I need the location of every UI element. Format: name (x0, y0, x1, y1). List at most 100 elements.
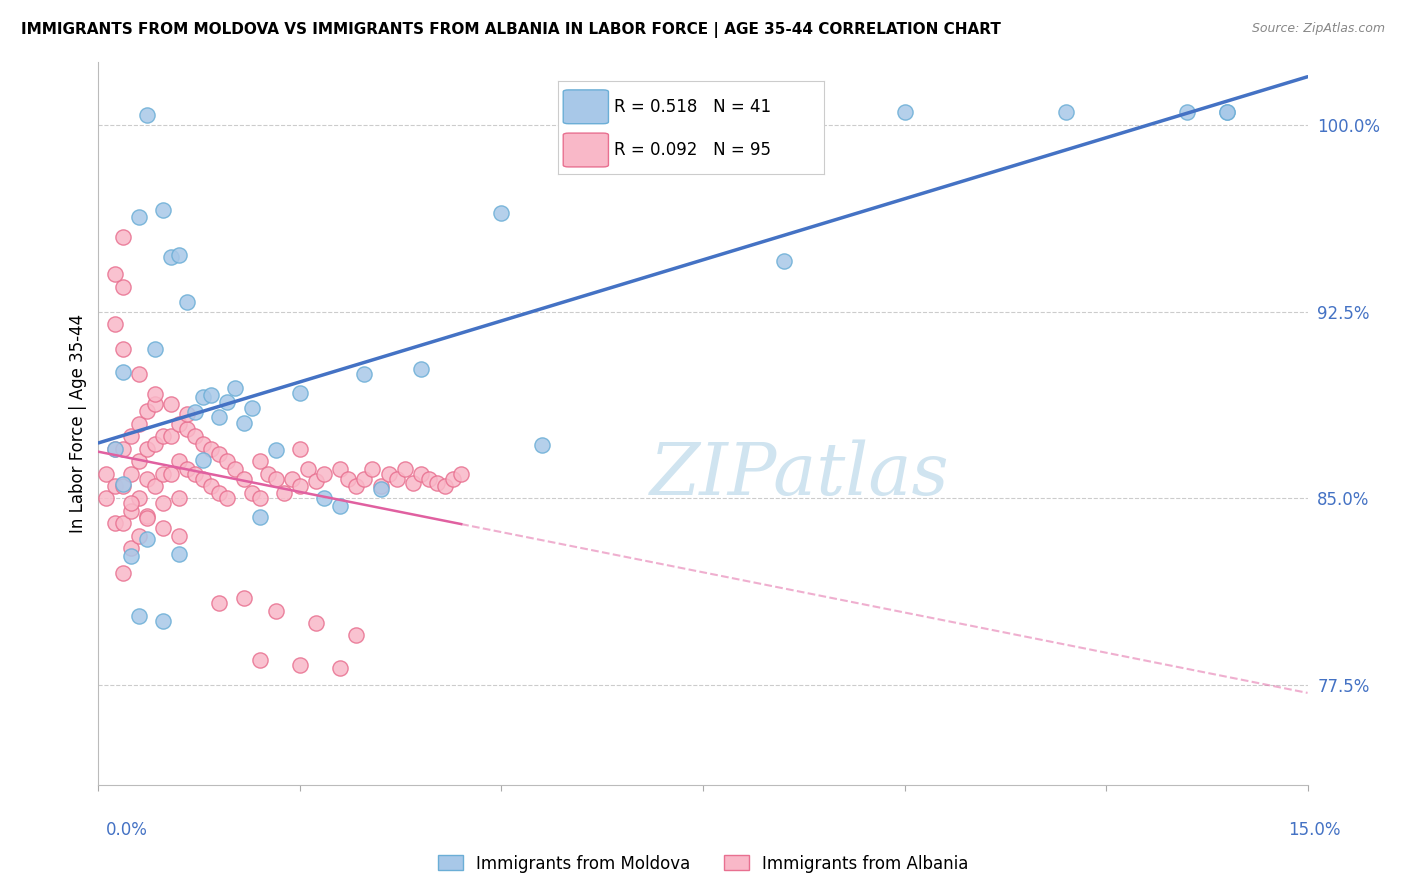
Point (1175, 105, 1198, 120)
Point (120, 541, 142, 556)
Point (167, 529, 190, 543)
Point (128, 367, 150, 381)
Text: 0.0%: 0.0% (105, 821, 148, 838)
Point (314, 467, 336, 481)
Point (111, 365, 134, 379)
Point (128, 491, 150, 506)
Point (120, 549, 142, 563)
Point (160, 467, 183, 481)
Point (111, 516, 134, 531)
Text: ZIPatlas: ZIPatlas (650, 439, 949, 509)
Point (120, 467, 142, 481)
Point (217, 491, 239, 506)
Point (772, 253, 794, 268)
Point (450, 467, 472, 481)
Point (160, 397, 183, 411)
Point (111, 230, 134, 244)
Point (135, 508, 157, 523)
Point (402, 476, 425, 491)
Point (143, 436, 166, 450)
Text: Source: ZipAtlas.com: Source: ZipAtlas.com (1251, 22, 1385, 36)
Point (143, 397, 166, 411)
Text: IMMIGRANTS FROM MOLDOVA VS IMMIGRANTS FROM ALBANIA IN LABOR FORCE | AGE 35-44 CO: IMMIGRANTS FROM MOLDOVA VS IMMIGRANTS FR… (21, 22, 1001, 38)
Point (176, 422, 198, 436)
Point (208, 596, 231, 610)
Point (353, 367, 375, 381)
Point (103, 267, 125, 281)
Point (232, 416, 254, 430)
Point (193, 471, 215, 485)
Point (193, 390, 215, 404)
Point (361, 461, 384, 475)
Point (128, 529, 150, 543)
Point (135, 442, 157, 456)
Point (418, 471, 440, 485)
Point (530, 438, 553, 452)
Point (385, 471, 408, 485)
Point (273, 486, 295, 500)
Point (135, 108, 157, 122)
Point (329, 461, 352, 475)
Point (152, 614, 174, 628)
Point (160, 251, 183, 265)
Point (176, 461, 198, 475)
Point (409, 362, 432, 376)
Point (120, 504, 142, 518)
Point (184, 467, 207, 481)
Point (200, 442, 222, 456)
Point (120, 429, 142, 443)
Point (377, 467, 399, 481)
Point (167, 454, 190, 468)
Point (152, 429, 174, 443)
Point (217, 395, 239, 409)
Point (288, 442, 311, 456)
Point (111, 442, 134, 456)
Point (193, 452, 215, 467)
Point (128, 608, 150, 623)
Point (111, 342, 134, 356)
Point (103, 317, 125, 331)
Point (193, 436, 215, 450)
Point (370, 479, 392, 493)
Point (135, 471, 157, 485)
Point (167, 547, 190, 561)
Point (249, 454, 271, 468)
Point (152, 496, 174, 510)
Point (184, 429, 207, 443)
Point (224, 461, 246, 475)
Point (264, 443, 287, 458)
Point (103, 479, 125, 493)
Point (491, 206, 513, 220)
Point (96, 467, 118, 481)
Point (143, 386, 166, 401)
Point (434, 479, 457, 493)
Point (240, 401, 263, 415)
Point (103, 442, 125, 456)
Point (249, 653, 271, 667)
Point (103, 442, 125, 456)
Point (370, 482, 392, 496)
Point (200, 388, 222, 402)
Point (208, 447, 231, 461)
Y-axis label: In Labor Force | Age 35-44: In Labor Force | Age 35-44 (69, 314, 87, 533)
Point (111, 279, 134, 293)
Point (167, 248, 190, 262)
Point (184, 405, 207, 419)
Point (1054, 105, 1077, 120)
Point (143, 479, 166, 493)
Point (208, 410, 231, 425)
Point (128, 454, 150, 468)
Point (103, 516, 125, 531)
Point (256, 467, 278, 481)
Point (135, 404, 157, 418)
Text: 15.0%: 15.0% (1288, 821, 1341, 838)
Point (344, 628, 367, 642)
Point (232, 591, 254, 606)
Point (1216, 105, 1239, 120)
Point (128, 417, 150, 431)
Point (264, 603, 287, 617)
Point (264, 471, 287, 485)
Point (111, 479, 134, 493)
Point (143, 343, 166, 357)
Point (135, 532, 157, 546)
